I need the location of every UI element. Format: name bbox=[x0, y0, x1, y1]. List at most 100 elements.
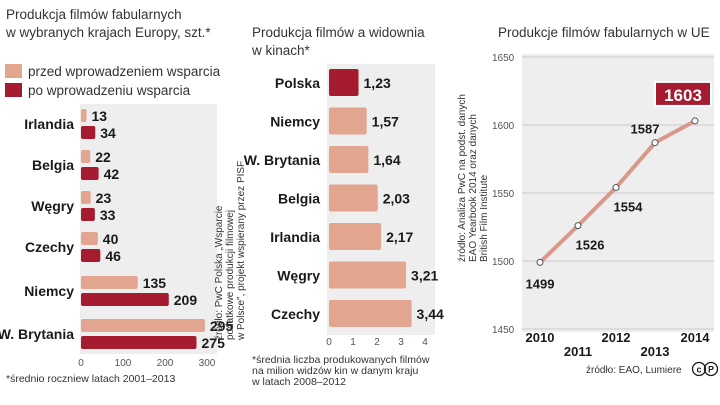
chart2-title-line1: Produkcja filmów a widownia bbox=[252, 25, 425, 40]
chart3-xlabel-2012: 2012 bbox=[602, 330, 631, 345]
chart3-value-2014: 1603 bbox=[664, 86, 702, 105]
chart2-xtick-2: 2 bbox=[374, 337, 380, 348]
chart2-bar-w-gry bbox=[329, 261, 407, 289]
chart3-value-2013: 1587 bbox=[631, 122, 660, 137]
chart2-category-polska: Polska bbox=[275, 75, 320, 91]
chart1-category-belgia: Belgia bbox=[32, 157, 74, 173]
chart1-value-belgia-after: 42 bbox=[104, 166, 120, 182]
chart1-x-axis: 0 100 200 300 bbox=[78, 358, 216, 369]
chart2-bar-polska bbox=[329, 69, 359, 96]
chart1-bar-czechy-before bbox=[81, 232, 98, 245]
chart1-xtick-300: 300 bbox=[199, 358, 216, 369]
legend-swatch-after bbox=[5, 83, 22, 97]
chart3-source: źródło: EAO, Lumiere bbox=[586, 365, 682, 376]
chart1-panel bbox=[80, 104, 217, 354]
chart2-bar-czechy bbox=[329, 300, 412, 327]
chart3-gridlines bbox=[522, 56, 714, 330]
chart1-bar-czechy-after bbox=[81, 249, 101, 262]
chart2-category-niemcy: Niemcy bbox=[270, 114, 320, 130]
chart3-highlight-box bbox=[654, 80, 712, 107]
chart1-title-line1: Produkcja filmów fabularnych bbox=[6, 7, 182, 22]
chart3-ytick-1500: 1500 bbox=[492, 257, 515, 268]
chart1-value-czechy-before: 40 bbox=[103, 231, 119, 247]
chart2-value-czechy: 3,44 bbox=[417, 306, 444, 322]
chart2-category-belgia: Belgia bbox=[278, 191, 320, 207]
chart2-value-w-gry: 3,21 bbox=[411, 268, 438, 284]
chart1-bar-w-gry-before bbox=[81, 191, 91, 204]
license-icon: c P bbox=[691, 361, 719, 377]
chart1-xtick-100: 100 bbox=[115, 358, 132, 369]
chart2-source: źródło: Analiza PwC na podst. danych EAO… bbox=[457, 94, 490, 262]
chart3-xlabel-2010: 2010 bbox=[526, 330, 555, 345]
chart3-point-2012 bbox=[612, 184, 620, 192]
chart1-bar-irlandia-after bbox=[81, 126, 96, 139]
chart1-source: źródło: PwC Polska „Wsparcie podatkowe p… bbox=[214, 161, 247, 341]
chart1-source-line3: w Polsce", projekt wspierany przez PISF bbox=[236, 161, 247, 341]
chart1-category-czechy: Czechy bbox=[25, 239, 74, 255]
chart3-value-2011: 1526 bbox=[576, 238, 605, 253]
chart2-source-line2: EAO Yearbook 2014 oraz danych bbox=[468, 114, 479, 262]
chart2-bar-belgia bbox=[329, 184, 378, 212]
chart3-value-2010: 1499 bbox=[526, 276, 555, 291]
chart2-value-irlandia: 2,17 bbox=[386, 229, 413, 245]
chart1-value-belgia-before: 22 bbox=[95, 149, 111, 165]
chart2: Produkcja filmów a widownia w kinach* 0 … bbox=[244, 25, 490, 388]
chart1-bar-niemcy-after bbox=[81, 293, 169, 306]
chart2-category-w-brytania: W. Brytania bbox=[244, 152, 320, 168]
chart1-bar-belgia-before bbox=[81, 150, 91, 163]
chart2-title-line2: w kinach* bbox=[251, 43, 311, 58]
chart2-category-irlandia: Irlandia bbox=[270, 229, 320, 245]
chart2-bar-niemcy bbox=[329, 107, 367, 135]
chart2-footnote-line3: w latach 2008–2012 bbox=[251, 376, 346, 388]
chart2-marks: Polska 1,23 Niemcy 1,57 W. Brytania 1,64 Belgi… bbox=[244, 69, 444, 327]
chart1-value-czechy-after: 46 bbox=[105, 248, 121, 264]
chart1-bar-belgia-after bbox=[81, 167, 99, 180]
chart1-category-w-gry: Węgry bbox=[31, 198, 74, 214]
license-p: P bbox=[708, 365, 714, 375]
chart3: Produkcje filmów fabularnych w UE 1650 1… bbox=[492, 25, 719, 377]
chart1: Produkcja filmów fabularnych w wybranych… bbox=[0, 7, 247, 385]
chart3-value-2012: 1554 bbox=[614, 200, 644, 215]
chart1-bar-w-gry-after bbox=[81, 208, 95, 221]
chart1-value-w-gry-before: 23 bbox=[96, 190, 112, 206]
chart3-point-2010 bbox=[536, 258, 544, 266]
chart2-xtick-4: 4 bbox=[422, 337, 428, 348]
chart1-category-w-brytania: W. Brytania bbox=[0, 326, 74, 342]
chart1-category-niemcy: Niemcy bbox=[24, 283, 74, 299]
chart2-category-czechy: Czechy bbox=[271, 306, 320, 322]
chart3-point-2013 bbox=[651, 139, 659, 147]
chart1-title-line2: w wybranych krajach Europy, szt.* bbox=[5, 25, 211, 40]
chart1-category-irlandia: Irlandia bbox=[24, 116, 74, 132]
chart2-xtick-3: 3 bbox=[398, 337, 404, 348]
chart1-value-w-brytania-before: 295 bbox=[210, 318, 234, 334]
chart2-bar-irlandia bbox=[329, 223, 382, 250]
chart3-marks: 1499 1526 1554 1587 1603 bbox=[526, 80, 712, 291]
chart2-value-polska: 1,23 bbox=[364, 75, 391, 91]
chart2-x-axis: 0 1 2 3 4 bbox=[326, 337, 428, 348]
chart1-bar-irlandia-before bbox=[81, 109, 87, 122]
chart1-value-niemcy-after: 209 bbox=[174, 292, 198, 308]
chart2-xtick-1: 1 bbox=[350, 337, 356, 348]
chart2-category-w-gry: Węgry bbox=[277, 268, 320, 284]
chart2-xtick-0: 0 bbox=[326, 337, 332, 348]
chart1-bar-w-brytania-before bbox=[81, 319, 205, 332]
chart1-value-w-gry-after: 33 bbox=[100, 207, 116, 223]
chart1-source-line1: źródło: PwC Polska „Wsparcie bbox=[214, 205, 225, 340]
chart3-ytick-1450: 1450 bbox=[492, 325, 515, 336]
chart1-xtick-200: 200 bbox=[157, 358, 174, 369]
legend-label-after: po wprowadzeniu wsparcia bbox=[28, 83, 191, 98]
chart3-xlabel-2011: 2011 bbox=[564, 344, 592, 359]
chart2-footnote-line1: *średnia liczba produkowanych filmów bbox=[252, 354, 430, 366]
chart3-point-2014 bbox=[691, 117, 699, 125]
chart3-xlabel-2013: 2013 bbox=[641, 344, 670, 359]
chart1-value-irlandia-after: 34 bbox=[100, 125, 116, 141]
chart3-ytick-1550: 1550 bbox=[492, 189, 515, 200]
chart1-xtick-0: 0 bbox=[78, 358, 84, 369]
chart1-footnote: *średnio roczniew latach 2001–2013 bbox=[6, 373, 175, 385]
chart1-source-line2: podatkowe produkcji filmowej bbox=[225, 210, 236, 340]
chart2-source-line1: źródło: Analiza PwC na podst. danych bbox=[457, 94, 468, 262]
chart3-ytick-1650: 1650 bbox=[492, 53, 515, 64]
chart3-x-axis: 2010 2011 2012 2013 2014 bbox=[526, 330, 711, 359]
